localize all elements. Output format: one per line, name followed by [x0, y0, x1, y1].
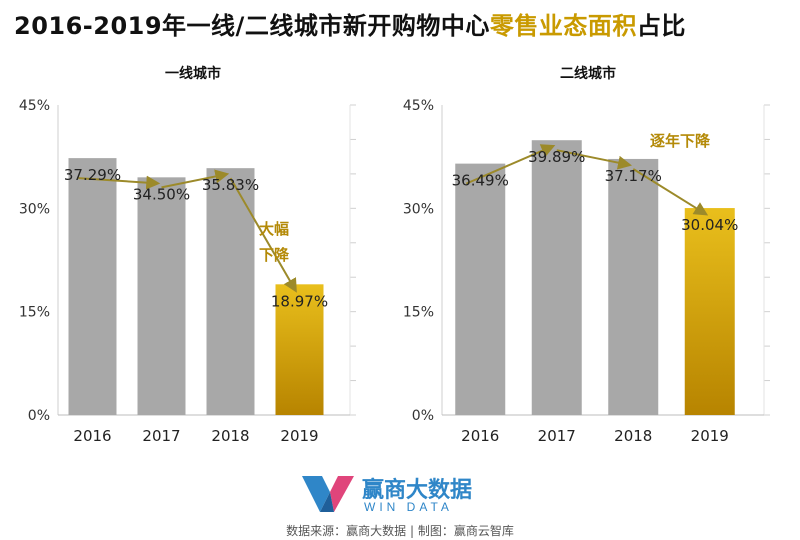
- trend-annotation: 下降: [259, 246, 290, 264]
- data-label: 30.04%: [681, 216, 738, 234]
- chart-panel-tier1: 一线城市 0% 15% 30% 45% 2016 2017 2018 2019 37.29% 34.…: [8, 48, 376, 456]
- data-label: 35.83%: [202, 176, 259, 194]
- logo-name: 赢商大数据: [362, 478, 473, 503]
- trend-arrow: [161, 169, 230, 189]
- title-part-1: 2016-2019年一线/二线城市新开购物中心: [14, 12, 490, 40]
- trend-arrow: [465, 144, 556, 185]
- data-label: 36.49%: [452, 172, 509, 190]
- y-tick-label: 45%: [19, 98, 50, 114]
- y-tick-label: 45%: [403, 98, 434, 114]
- x-tick-label: 2016: [461, 427, 499, 445]
- data-label: 34.50%: [133, 185, 190, 203]
- title-highlight: 零售业态面积: [489, 12, 637, 40]
- trend-arrow: [78, 175, 161, 190]
- y-tick-label: 0%: [28, 408, 50, 424]
- brand-logo: 赢商大数据 WIN DATA: [300, 472, 500, 516]
- logo-sub: WIN DATA: [364, 500, 453, 514]
- x-tick-label: 2019: [691, 427, 729, 445]
- data-label: 39.89%: [528, 148, 585, 166]
- x-tick-label: 2019: [280, 427, 318, 445]
- x-tick-label: 2017: [142, 427, 180, 445]
- x-tick-label: 2017: [538, 427, 576, 445]
- data-label: 37.17%: [605, 167, 662, 185]
- chart-tier1: 一线城市 0% 15% 30% 45% 2016 2017 2018 2019 37.29% 34.…: [19, 65, 356, 445]
- bar-2018: [608, 158, 659, 415]
- x-tick-label: 2018: [614, 427, 652, 445]
- x-tick-label: 2016: [73, 427, 111, 445]
- page-title: 2016-2019年一线/二线城市新开购物中心零售业态面积占比: [14, 6, 686, 41]
- y-tick-label: 30%: [19, 201, 50, 217]
- source-note: 数据来源：赢商大数据 | 制图：赢商云智库: [286, 524, 514, 538]
- x-tick-label: 2018: [211, 427, 249, 445]
- bar-2016: [68, 158, 117, 415]
- data-label: 18.97%: [271, 292, 328, 310]
- bar-2018: [206, 168, 255, 415]
- chart-title: 二线城市: [560, 65, 616, 82]
- trend-annotation: 大幅: [259, 220, 289, 238]
- bar-2017: [531, 140, 582, 416]
- trend-annotation: 逐年下降: [650, 132, 711, 150]
- y-tick-label: 15%: [19, 305, 50, 321]
- chart-panel-tier2: 二线城市 0% 15% 30% 45% 2016 2017 2018 2019 36.49% 39.…: [388, 48, 784, 456]
- chart-title: 一线城市: [165, 65, 221, 82]
- bar-2016: [455, 163, 506, 415]
- trend-arrow: [556, 149, 632, 170]
- y-tick-label: 15%: [403, 305, 434, 321]
- data-label: 37.29%: [64, 166, 121, 184]
- bar-2017: [137, 177, 186, 415]
- logo-icon: [302, 476, 354, 512]
- y-tick-label: 0%: [412, 408, 434, 424]
- chart-tier2: 二线城市 0% 15% 30% 45% 2016 2017 2018 2019 36.49% 39.…: [403, 65, 770, 445]
- bar-2019: [684, 208, 735, 415]
- trend-arrow: [229, 177, 297, 293]
- y-tick-label: 30%: [403, 201, 434, 217]
- bar-2019: [275, 284, 324, 415]
- trend-arrow: [632, 168, 709, 216]
- title-part-3: 占比: [636, 12, 686, 40]
